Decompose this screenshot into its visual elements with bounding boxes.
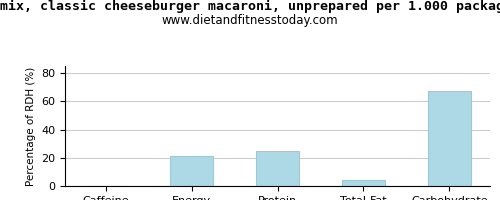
Text: www.dietandfitnesstoday.com: www.dietandfitnesstoday.com bbox=[162, 14, 338, 27]
Bar bbox=[342, 180, 385, 186]
Bar bbox=[170, 156, 213, 186]
Bar bbox=[256, 151, 299, 186]
Bar bbox=[428, 91, 470, 186]
Y-axis label: Percentage of RDH (%): Percentage of RDH (%) bbox=[26, 66, 36, 186]
Text: mix, classic cheeseburger macaroni, unprepared per 1.000 package (or 12: mix, classic cheeseburger macaroni, unpr… bbox=[0, 0, 500, 13]
